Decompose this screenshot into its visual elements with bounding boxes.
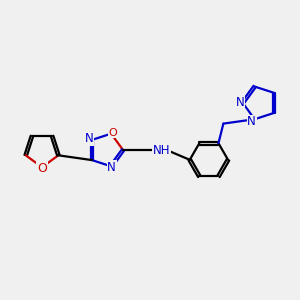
Text: O: O [109,128,118,138]
Text: O: O [37,162,47,175]
Text: N: N [247,115,256,128]
Text: NH: NH [153,143,170,157]
Text: N: N [107,161,116,174]
Text: N: N [85,132,94,146]
Text: N: N [236,96,244,109]
